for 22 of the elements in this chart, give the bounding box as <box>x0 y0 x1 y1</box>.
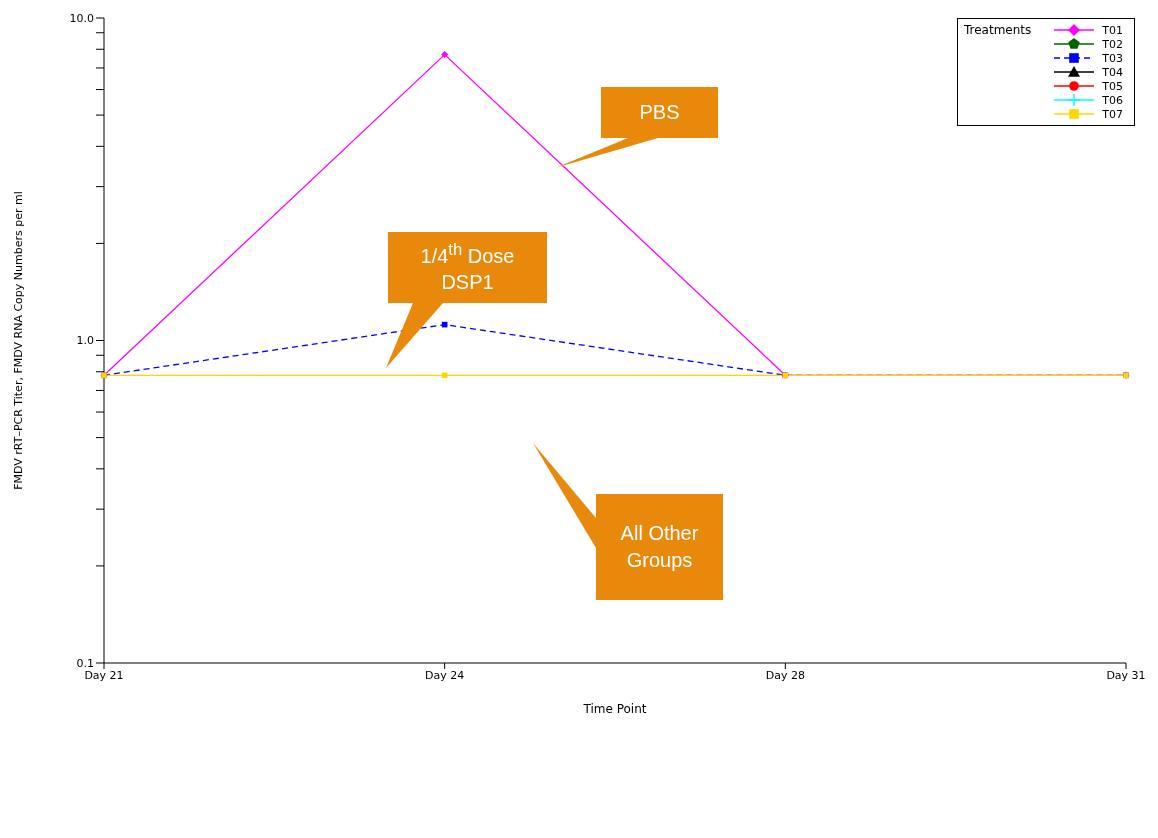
y-axis-title: FMDV rRT–PCR Titer, FMDV RNA Copy Numbers per ml <box>11 191 25 490</box>
y-tick-label: 1.0 <box>76 334 94 348</box>
legend-label: T02 <box>1102 37 1124 51</box>
legend-label: T04 <box>1102 65 1124 79</box>
x-tick-label: Day 21 <box>84 668 124 682</box>
y-tick-label: 10.0 <box>69 11 94 25</box>
annotation: PBS <box>639 100 680 125</box>
y-tick-label: 0.1 <box>76 656 94 670</box>
legend-title: Treatments <box>964 23 1032 39</box>
legend-label: T05 <box>1102 79 1124 93</box>
annotation: 1/4$^{th}$ Dose DSP1 <box>419 238 516 296</box>
point <box>441 372 448 379</box>
x-tick-label: Day 24 <box>425 668 465 682</box>
x-tick-label: Day 31 <box>1106 668 1146 682</box>
x-tick-label: Day 28 <box>765 668 805 682</box>
point <box>441 51 449 59</box>
legend-label: T07 <box>1102 107 1124 121</box>
legend-label: T06 <box>1102 93 1124 107</box>
legend-label: T01 <box>1102 23 1124 37</box>
annotation: All Other Groups <box>619 521 700 573</box>
legend-label: T03 <box>1102 51 1124 65</box>
x-axis-title: Time Point <box>582 702 647 716</box>
